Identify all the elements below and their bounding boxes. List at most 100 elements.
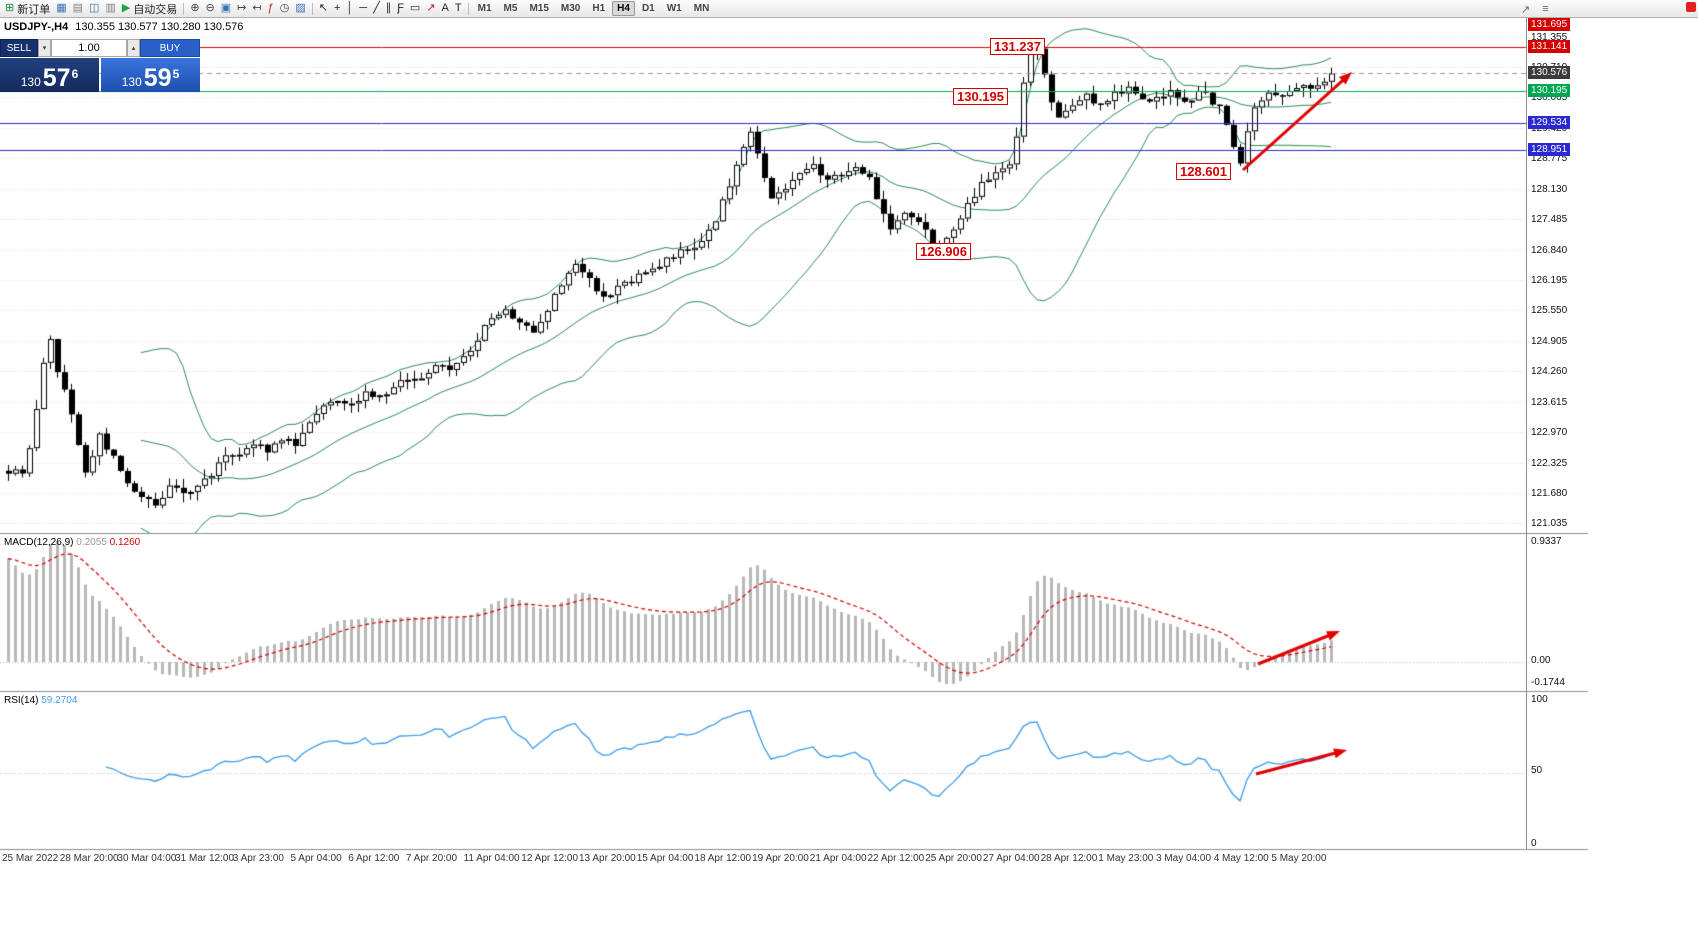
time-label: 31 Mar 12:00 bbox=[175, 853, 235, 864]
price-callout[interactable]: 131.237 bbox=[990, 38, 1045, 55]
time-label: 13 Apr 20:00 bbox=[579, 853, 636, 864]
price-tick: 130.065 bbox=[1531, 92, 1568, 104]
timeframe-m1[interactable]: M1 bbox=[477, 3, 492, 14]
buy-price-pip: 5 bbox=[172, 67, 180, 81]
fibonacci-icon[interactable]: Ƒ bbox=[394, 1, 407, 17]
sell-button[interactable]: SELL bbox=[0, 39, 38, 57]
text-label-icon[interactable]: T bbox=[452, 1, 465, 17]
price-tick: 123.615 bbox=[1531, 396, 1568, 408]
time-label: 25 Apr 20:00 bbox=[925, 853, 982, 864]
toolbar: ⊞ 新订单 ▦ ▤ ◫ ▥ ▶ 自动交易 ⊕ ⊖ ▣ ↦ ↤ ƒ ◷ ▨ ↖ + │ ─ ╱ ∥ Ƒ ▭ ↗ A T M1 M5 M15… bbox=[0, 0, 1698, 18]
rsi-scale-label: 0 bbox=[1531, 838, 1537, 849]
market-watch-icon[interactable]: ◫ bbox=[86, 1, 102, 17]
chart-title: USDJPY-,H4 130.355 130.577 130.280 130.57… bbox=[4, 21, 243, 33]
arrows-icon[interactable]: ↗ bbox=[423, 1, 438, 17]
price-label-support-1: 129.534 bbox=[1528, 115, 1571, 129]
price-callout[interactable]: 128.601 bbox=[1176, 163, 1231, 180]
macd-value-signal: 0.1260 bbox=[109, 537, 141, 548]
timeframe-m5[interactable]: M5 bbox=[503, 3, 518, 14]
notification-badge[interactable] bbox=[1686, 2, 1696, 12]
text-icon[interactable]: A bbox=[439, 1, 452, 17]
time-axis[interactable]: 25 Mar 2022 28 Mar 20:00 30 Mar 04:00 31 Ma… bbox=[0, 851, 1526, 867]
horizontal-line-icon[interactable]: ─ bbox=[356, 1, 370, 17]
toolbar-separator bbox=[467, 2, 469, 15]
rsi-value: 59.2704 bbox=[41, 695, 78, 706]
price-tick: 124.905 bbox=[1531, 335, 1568, 347]
buy-button[interactable]: BUY bbox=[140, 39, 200, 57]
zoom-out-icon[interactable]: ⊖ bbox=[203, 1, 218, 17]
timeframe-h1[interactable]: H1 bbox=[592, 3, 606, 14]
price-tick: 128.130 bbox=[1531, 183, 1568, 195]
indicators-icon[interactable]: ƒ bbox=[265, 1, 277, 17]
volume-increase-button[interactable]: ▴ bbox=[127, 39, 140, 57]
time-label: 21 Apr 04:00 bbox=[809, 853, 867, 864]
auto-scroll-icon[interactable]: ↦ bbox=[234, 1, 249, 17]
terminal-icon: ▥ bbox=[105, 2, 116, 14]
channel-icon[interactable]: ∥ bbox=[383, 1, 395, 17]
volume-input[interactable] bbox=[51, 39, 127, 57]
buy-price-main: 59 bbox=[143, 64, 172, 92]
price-callout[interactable]: 126.906 bbox=[916, 243, 971, 260]
buy-price-display[interactable]: 130 59 5 bbox=[101, 58, 200, 92]
crosshair-icon[interactable]: + bbox=[331, 1, 343, 17]
time-label: 6 Apr 12:00 bbox=[348, 853, 400, 864]
rsi-indicator-label: RSI(14) 59.2704 bbox=[4, 695, 77, 706]
shapes-icon[interactable]: ▭ bbox=[407, 1, 423, 17]
cursor-icon[interactable]: ↖ bbox=[316, 1, 331, 17]
vertical-line-icon: │ bbox=[346, 2, 354, 14]
buy-price-prefix: 130 bbox=[121, 75, 142, 89]
new-order-button-label: 新订单 bbox=[17, 3, 51, 16]
time-label: 7 Apr 20:00 bbox=[405, 853, 458, 864]
sell-price-pip: 6 bbox=[71, 67, 79, 81]
macd-name: MACD(12,26,9) bbox=[4, 537, 74, 548]
chart-up-icon[interactable]: ↗ bbox=[1521, 3, 1531, 16]
timeframe-w1[interactable]: W1 bbox=[666, 3, 682, 14]
timeframe-mn[interactable]: MN bbox=[693, 3, 710, 14]
vertical-line-icon[interactable]: │ bbox=[343, 1, 356, 17]
time-label: 12 Apr 12:00 bbox=[521, 853, 579, 864]
time-label: 3 May 04:00 bbox=[1156, 853, 1212, 864]
profiles-icon: ▤ bbox=[72, 2, 84, 14]
autotrading-button[interactable]: ▶ 自动交易 bbox=[119, 1, 180, 17]
price-callout[interactable]: 130.195 bbox=[953, 88, 1008, 105]
periods-icon: ◷ bbox=[279, 2, 290, 14]
macd-value-main: 0.2055 bbox=[76, 537, 107, 548]
timeframe-h4[interactable]: H4 bbox=[612, 1, 635, 16]
chart-shift-icon[interactable]: ↤ bbox=[249, 1, 264, 17]
zoom-in-icon[interactable]: ⊕ bbox=[187, 1, 202, 17]
timeframe-m15[interactable]: M15 bbox=[529, 3, 549, 14]
macd-scale-label: 0.9337 bbox=[1531, 536, 1562, 547]
trendline-icon[interactable]: ╱ bbox=[370, 1, 383, 17]
auto-scroll-icon: ↦ bbox=[237, 2, 247, 14]
periods-icon[interactable]: ◷ bbox=[277, 1, 293, 17]
price-tick: 131.355 bbox=[1531, 31, 1568, 43]
chart-window-icon[interactable]: ▦ bbox=[53, 1, 69, 17]
timeframe-d1[interactable]: D1 bbox=[641, 3, 655, 14]
terminal-icon[interactable]: ▥ bbox=[102, 1, 118, 17]
price-tick: 122.970 bbox=[1531, 427, 1568, 439]
macd-indicator-label: MACD(12,26,9) 0.2055 0.1260 bbox=[4, 537, 140, 548]
templates-icon[interactable]: ▨ bbox=[292, 1, 308, 17]
rsi-scale-label: 100 bbox=[1531, 694, 1548, 705]
new-order-button[interactable]: ⊞ 新订单 bbox=[2, 1, 53, 17]
tile-windows-icon[interactable]: ▣ bbox=[218, 1, 234, 17]
shapes-icon: ▭ bbox=[409, 2, 421, 14]
toolbar-left: ⊞ 新订单 ▦ ▤ ◫ ▥ ▶ 自动交易 ⊕ ⊖ ▣ ↦ ↤ ƒ ◷ ▨ ↖ + │ ─ ╱ ∥ Ƒ ▭ ↗ A T bbox=[2, 1, 472, 17]
timeframe-m30[interactable]: M30 bbox=[560, 3, 581, 14]
menu-icon[interactable]: ≡ bbox=[1542, 3, 1549, 15]
sell-price-display[interactable]: 130 57 6 bbox=[0, 58, 99, 92]
price-label-alert: 131.695 bbox=[1528, 18, 1571, 31]
cursor-icon: ↖ bbox=[318, 2, 328, 14]
chevron-down-icon: ▾ bbox=[42, 45, 47, 52]
symbol-period-label: USDJPY-,H4 bbox=[4, 21, 69, 33]
profiles-icon[interactable]: ▤ bbox=[70, 1, 86, 17]
market-watch-icon: ◫ bbox=[89, 2, 100, 14]
volume-decrease-button[interactable]: ▾ bbox=[38, 39, 51, 57]
time-label: 15 Apr 04:00 bbox=[636, 853, 694, 864]
time-label: 28 Mar 20:00 bbox=[59, 853, 119, 864]
price-scale[interactable]: 131.355130.710130.065129.420128.775128.1… bbox=[1526, 18, 1588, 849]
macd-scale-label: -0.1744 bbox=[1531, 677, 1565, 688]
time-label: 5 Apr 04:00 bbox=[290, 853, 342, 864]
